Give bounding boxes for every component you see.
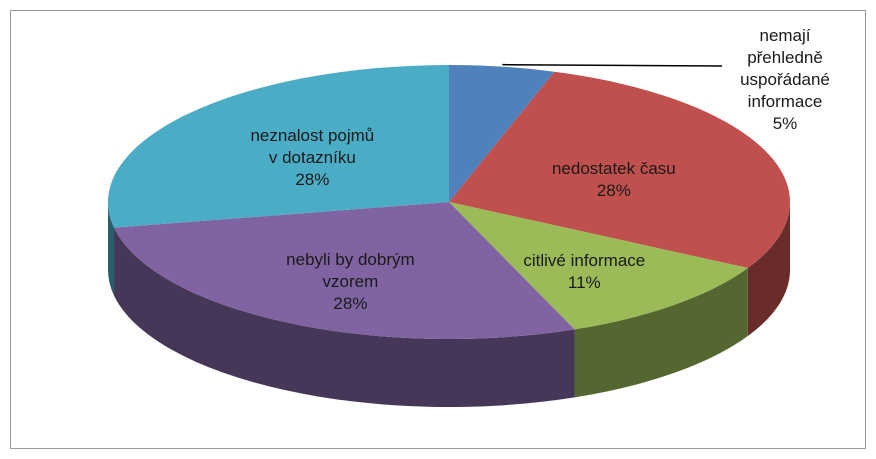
value-label: 28% [596, 180, 631, 200]
category-label: nebyli by dobrým vzorem [286, 250, 415, 292]
slice [114, 202, 575, 339]
value-label: 5% [772, 114, 798, 133]
slice [449, 202, 748, 330]
slice-side [108, 202, 115, 296]
slice-side [747, 202, 790, 337]
slice [449, 71, 791, 269]
value-label: 11% [567, 272, 601, 292]
category-label: nedostatek času [551, 158, 676, 178]
slice-side [574, 268, 748, 398]
category-label: citlivé informace [523, 250, 646, 270]
category-label: nemají přehledně uspořádané informace [740, 26, 830, 111]
value-label: 28% [295, 169, 330, 189]
value-label: 28% [333, 294, 368, 314]
data-label: neznalost pojmů v dotazníku 28% [247, 125, 377, 191]
data-label: citlivé informace 11% [519, 250, 649, 294]
slice [449, 65, 555, 202]
data-label: nedostatek času 28% [549, 158, 679, 202]
data-label: nebyli by dobrým vzorem 28% [285, 249, 415, 315]
data-label: nemají přehledně uspořádané informace 5% [725, 25, 845, 135]
leader-line [502, 63, 723, 67]
slice-side [114, 227, 575, 407]
category-label: neznalost pojmů v dotazníku [250, 125, 375, 167]
slice [107, 65, 449, 228]
